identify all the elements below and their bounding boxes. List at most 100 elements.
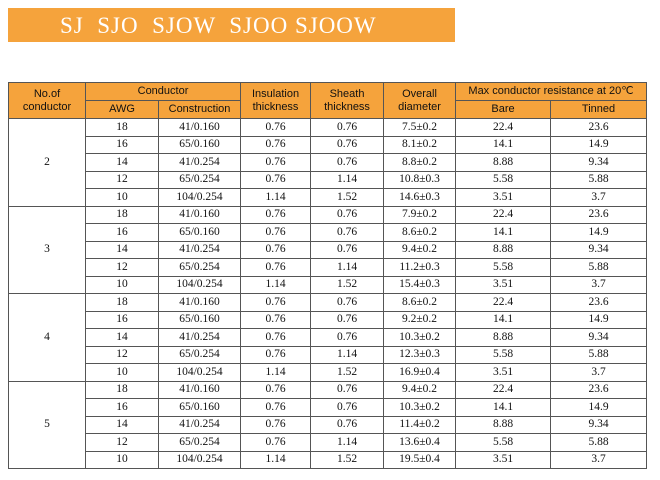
table-cell: 14 — [85, 240, 159, 259]
table-cell: 14.9 — [550, 223, 648, 242]
table-cell: 0.76 — [240, 258, 312, 277]
table-cell: 0.76 — [240, 415, 312, 434]
table-cell: 8.8±0.2 — [383, 153, 457, 172]
table-body: 2 18 41/0.160 0.76 0.76 7.5±0.2 22.4 23.6 16 65/0… — [8, 118, 648, 469]
table-cell: 3.51 — [455, 275, 552, 294]
table-cell: 0.76 — [310, 240, 385, 259]
header-cell: Sheath thickness — [310, 82, 385, 119]
table-cell: 0.76 — [240, 170, 312, 189]
table-cell: 12 — [85, 433, 159, 452]
header-text: No.of — [33, 87, 61, 100]
header-cell: Overall diameter — [383, 82, 457, 119]
table-row: 10 104/0.254 1.14 1.52 15.4±0.3 3.51 3.7 — [9, 275, 648, 294]
table-cell: 13.6±0.4 — [383, 433, 457, 452]
table-cell: 12 — [85, 345, 159, 364]
table-cell: 7.9±0.2 — [383, 205, 457, 224]
table-cell: 3.51 — [455, 450, 552, 469]
table-cell: 1.14 — [240, 188, 312, 207]
header-cell: Max conductor resistance at 20℃ — [455, 82, 648, 101]
table-cell: 104/0.254 — [157, 188, 242, 207]
table-cell: 5.88 — [550, 170, 648, 189]
header-text: diameter — [398, 100, 441, 113]
header-text: thickness — [324, 100, 370, 113]
table-cell: 8.6±0.2 — [383, 293, 457, 312]
header-text: thickness — [252, 100, 299, 113]
header-cell: Bare — [455, 100, 552, 119]
table-cell: 41/0.160 — [157, 293, 242, 312]
table-cell: 14.1 — [455, 135, 552, 154]
table-cell: 0.76 — [310, 415, 385, 434]
table-cell: 3 — [8, 205, 86, 294]
table-cell: 3.7 — [550, 188, 648, 207]
table-cell: 22.4 — [455, 118, 552, 137]
table-cell: 0.76 — [310, 380, 385, 399]
header-cell: Conductor — [84, 82, 242, 101]
table-cell: 0.76 — [310, 118, 385, 137]
table-cell: 8.6±0.2 — [383, 223, 457, 242]
table-cell: 5 — [8, 380, 86, 469]
table-cell: 104/0.254 — [157, 450, 242, 469]
table-cell: 0.76 — [310, 310, 385, 329]
table-row: 14 41/0.254 0.76 0.76 11.4±0.2 8.88 9.34 — [9, 415, 648, 434]
table-cell: 5.88 — [550, 258, 648, 277]
table-cell: 5.88 — [550, 345, 648, 364]
table-cell: 9.34 — [550, 415, 648, 434]
title: SJ SJO SJOW SJOO SJOOW — [60, 13, 377, 38]
table-cell: 0.76 — [310, 153, 385, 172]
table-cell: 8.1±0.2 — [383, 135, 457, 154]
header-cell: Insulation thickness — [240, 82, 312, 119]
table-cell: 9.2±0.2 — [383, 310, 457, 329]
table-cell: 65/0.254 — [157, 258, 242, 277]
table-cell: 18 — [85, 118, 159, 137]
table-cell: 9.4±0.2 — [383, 240, 457, 259]
table-cell: 3.51 — [455, 188, 552, 207]
table-cell: 9.4±0.2 — [383, 380, 457, 399]
table-cell: 41/0.254 — [157, 153, 242, 172]
table-row: 10 104/0.254 1.14 1.52 14.6±0.3 3.51 3.7 — [9, 188, 648, 207]
table-cell: 0.76 — [240, 205, 312, 224]
table-cell: 9.34 — [550, 328, 648, 347]
table-row: 3 18 41/0.160 0.76 0.76 7.9±0.2 22.4 23.6 — [8, 205, 648, 294]
header-text: Overall — [402, 87, 437, 100]
table-cell: 9.34 — [550, 153, 648, 172]
table-cell: 0.76 — [310, 293, 385, 312]
table-cell: 0.76 — [240, 293, 312, 312]
table-cell: 10.3±0.2 — [383, 398, 457, 417]
table-cell: 23.6 — [550, 205, 648, 224]
table-cell: 14 — [85, 415, 159, 434]
table-cell: 18 — [85, 293, 159, 312]
table-row: 12 65/0.254 0.76 1.14 10.8±0.3 5.58 5.88 — [9, 170, 648, 189]
table-cell: 10.8±0.3 — [383, 170, 457, 189]
table-cell: 14 — [85, 153, 159, 172]
table-cell: 1.52 — [310, 188, 385, 207]
table-row: 16 65/0.160 0.76 0.76 8.6±0.2 14.1 14.9 — [9, 223, 648, 242]
table-cell: 10 — [85, 363, 159, 382]
table-cell: 65/0.160 — [157, 398, 242, 417]
table-cell: 11.4±0.2 — [383, 415, 457, 434]
table-cell: 3.7 — [550, 275, 648, 294]
table-row: 12 65/0.254 0.76 1.14 11.2±0.3 5.58 5.88 — [9, 258, 648, 277]
table-cell: 14.9 — [550, 135, 648, 154]
table-cell: 19.5±0.4 — [383, 450, 457, 469]
table-cell: 8.88 — [455, 328, 552, 347]
header-cell: AWG — [85, 100, 159, 119]
table-cell: 16 — [85, 135, 159, 154]
table-cell: 65/0.160 — [157, 135, 242, 154]
header-cell: Construction — [157, 100, 242, 119]
table-cell: 15.4±0.3 — [383, 275, 457, 294]
table-cell: 10 — [85, 450, 159, 469]
table-cell: 41/0.160 — [157, 118, 242, 137]
header-text: Sheath — [329, 87, 365, 100]
table-cell: 8.88 — [455, 240, 552, 259]
table-cell: 22.4 — [455, 205, 552, 224]
table-cell: 10 — [85, 188, 159, 207]
table-cell: 0.76 — [310, 205, 385, 224]
table-cell: 0.76 — [240, 380, 312, 399]
table-cell: 23.6 — [550, 118, 648, 137]
table-cell: 1.14 — [240, 450, 312, 469]
table-cell: 65/0.160 — [157, 223, 242, 242]
table-cell: 5.88 — [550, 433, 648, 452]
table-cell: 41/0.160 — [157, 205, 242, 224]
spec-table: No.of conductor Conductor Insulation thick… — [8, 82, 648, 469]
